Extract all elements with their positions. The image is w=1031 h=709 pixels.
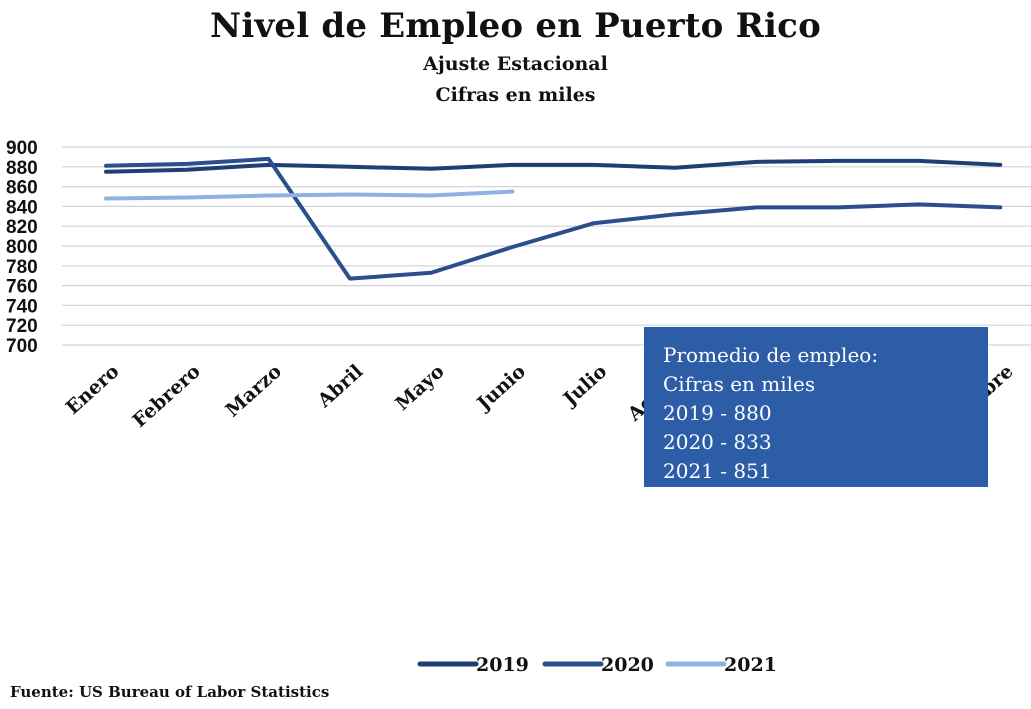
chart-title: Nivel de Empleo en Puerto Rico xyxy=(210,6,821,46)
annotation-line: Cifras en miles xyxy=(663,372,816,396)
y-tick-label: 880 xyxy=(6,158,38,179)
legend-label-2019: 2019 xyxy=(476,654,529,676)
x-tick-label: Abril xyxy=(313,360,367,412)
legend: 2019 2020 2021 xyxy=(417,654,777,676)
y-tick-label: 760 xyxy=(6,277,38,298)
chart-subtitle-1: Ajuste Estacional xyxy=(423,53,608,75)
legend-label-2020: 2020 xyxy=(601,654,654,676)
x-tick-label: Febrero xyxy=(129,360,205,432)
y-tick-label: 900 xyxy=(6,138,38,159)
x-tick-label: Mayo xyxy=(391,360,448,415)
y-tick-label: 800 xyxy=(6,237,38,258)
y-tick-label: 860 xyxy=(6,178,38,199)
series-line-2020 xyxy=(104,156,1003,281)
annotation-line: Promedio de empleo: xyxy=(663,343,879,367)
y-tick-label: 700 xyxy=(6,336,38,357)
y-tick-label: 740 xyxy=(6,296,38,317)
y-tick-label: 720 xyxy=(6,316,38,337)
x-tick-label: Julio xyxy=(558,360,611,411)
source-note: Fuente: US Bureau of Labor Statistics xyxy=(10,683,330,701)
x-tick-label: Junio xyxy=(472,360,530,416)
annotation-line: 2019 - 880 xyxy=(663,401,772,425)
series-lines xyxy=(104,156,1003,281)
annotation-line: 2021 - 851 xyxy=(663,459,772,483)
annotation-line: 2020 - 833 xyxy=(663,430,772,454)
gridlines xyxy=(62,146,1031,346)
average-annotation-box: Promedio de empleo: Cifras en miles 2019… xyxy=(644,327,988,487)
chart-subtitle-2: Cifras en miles xyxy=(435,84,596,106)
series-line-2021 xyxy=(104,189,515,201)
x-tick-label: Enero xyxy=(62,360,124,419)
x-tick-label: Marzo xyxy=(222,360,286,421)
y-tick-label: 820 xyxy=(6,217,38,238)
legend-label-2021: 2021 xyxy=(724,654,777,676)
series-line-2019 xyxy=(104,158,1003,174)
y-tick-label: 780 xyxy=(6,257,38,278)
y-tick-label: 840 xyxy=(6,197,38,218)
